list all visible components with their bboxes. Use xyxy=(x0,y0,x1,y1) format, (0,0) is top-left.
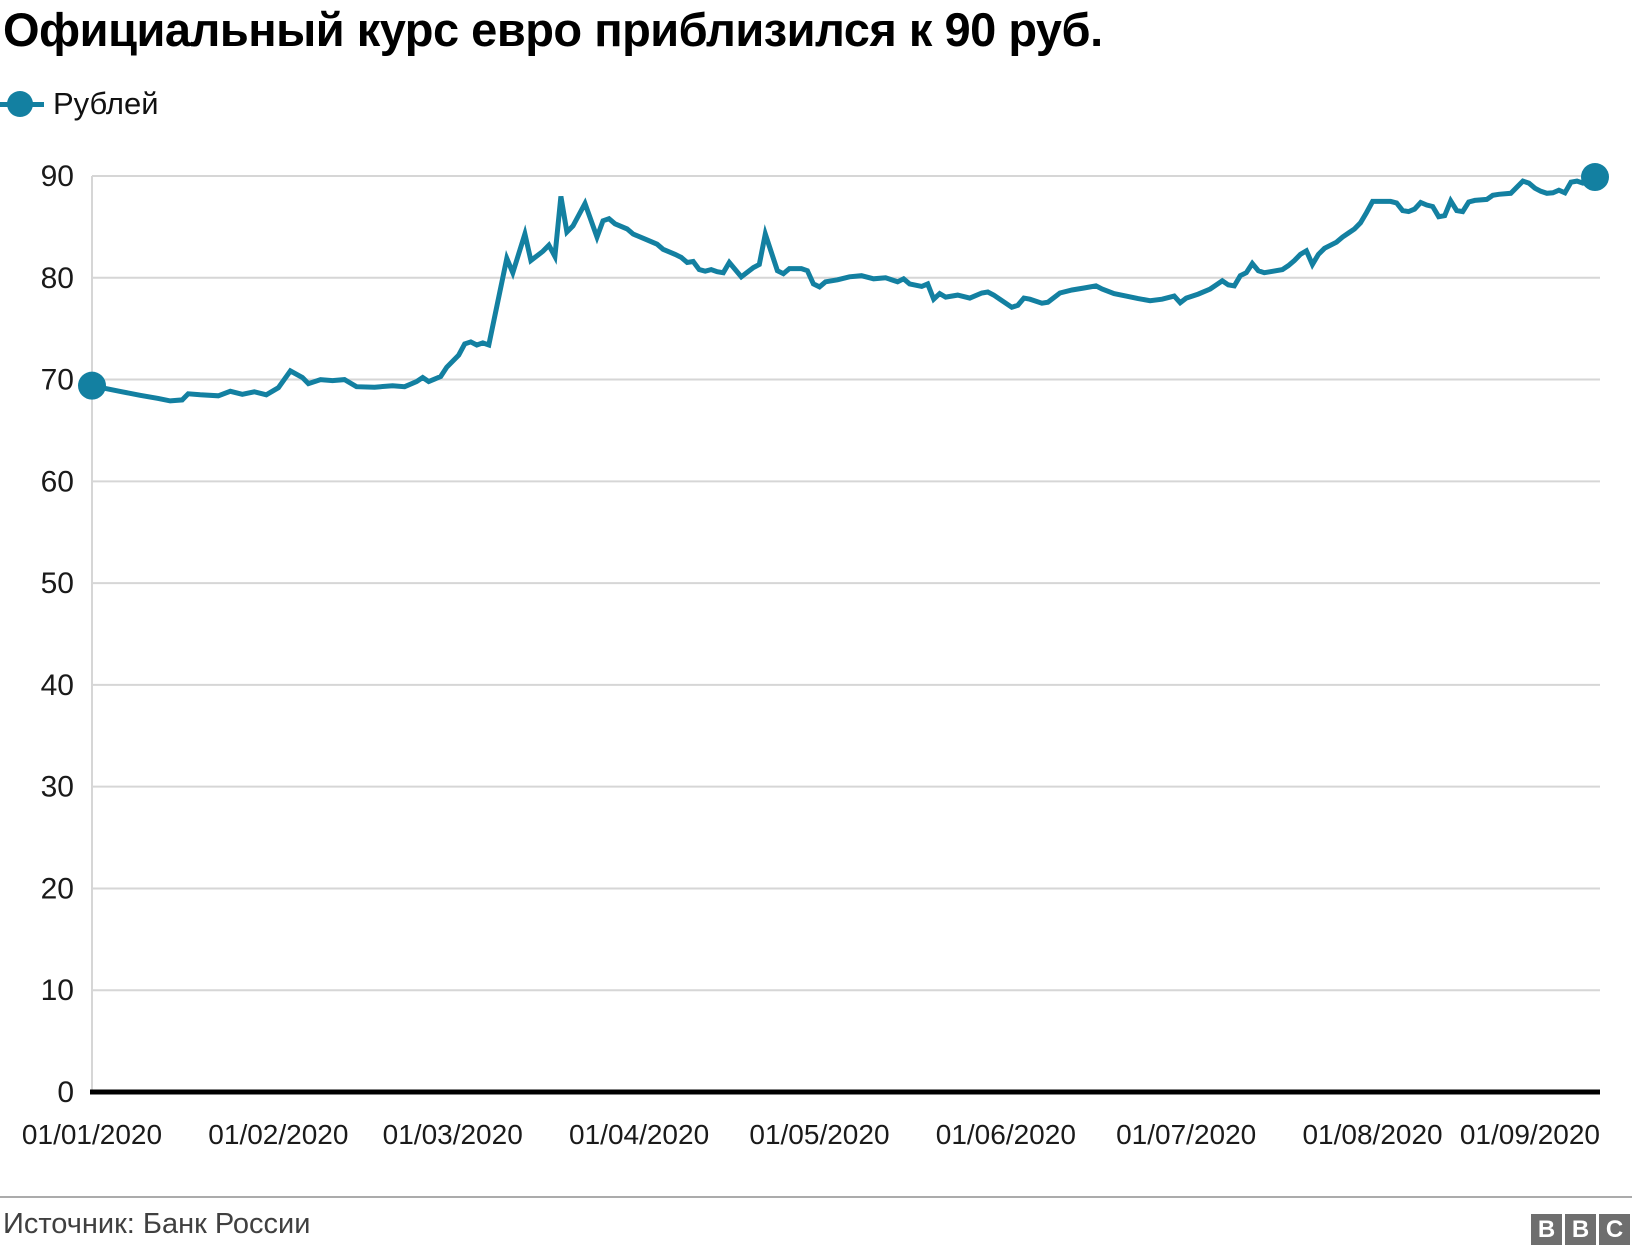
series-start-dot xyxy=(78,371,106,400)
y-tick-label: 60 xyxy=(41,465,74,498)
y-tick-label: 10 xyxy=(41,974,74,1007)
y-tick-label: 80 xyxy=(41,262,74,295)
y-tick-label: 70 xyxy=(41,364,74,397)
legend-label: Рублей xyxy=(53,86,159,121)
legend-line-dot-icon xyxy=(0,89,44,119)
y-tick-label: 40 xyxy=(41,669,74,702)
bbc-logo-letter: C xyxy=(1599,1214,1630,1245)
x-tick-label: 01/07/2020 xyxy=(1116,1119,1256,1150)
x-tick-label: 01/08/2020 xyxy=(1302,1119,1442,1150)
legend: Рублей xyxy=(0,86,159,122)
y-tick-label: 30 xyxy=(41,771,74,804)
x-tick-label: 01/02/2020 xyxy=(208,1119,348,1150)
page-title: Официальный курс евро приблизился к 90 р… xyxy=(3,3,1103,56)
x-tick-label: 01/03/2020 xyxy=(383,1119,523,1150)
x-tick-label: 01/09/2020 xyxy=(1460,1119,1600,1150)
bbc-logo: B B C xyxy=(1531,1214,1630,1245)
x-tick-label: 01/01/2020 xyxy=(22,1119,162,1150)
bbc-logo-letter: B xyxy=(1565,1214,1596,1245)
y-tick-label: 50 xyxy=(41,567,74,600)
footer-divider xyxy=(0,1196,1632,1198)
x-tick-label: 01/05/2020 xyxy=(749,1119,889,1150)
source-credit: Источник: Банк России xyxy=(3,1208,311,1240)
series-end-dot xyxy=(1581,163,1609,192)
y-tick-label: 90 xyxy=(41,160,74,193)
x-tick-label: 01/04/2020 xyxy=(569,1119,709,1150)
bbc-logo-letter: B xyxy=(1531,1214,1562,1245)
series-line-rubley xyxy=(89,174,1598,404)
y-tick-label: 0 xyxy=(57,1076,74,1109)
y-tick-label: 20 xyxy=(41,872,74,905)
x-tick-label: 01/06/2020 xyxy=(936,1119,1076,1150)
